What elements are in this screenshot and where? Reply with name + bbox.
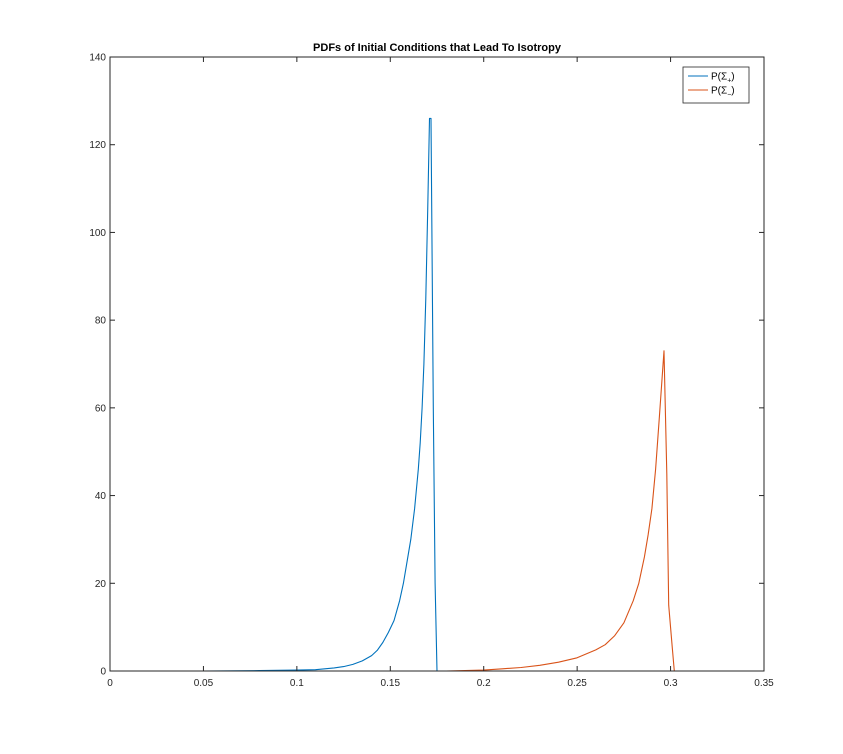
chart-title: PDFs of Initial Conditions that Lead To … xyxy=(313,42,562,54)
y-tick-label: 100 xyxy=(89,228,106,239)
series-layer xyxy=(128,117,675,672)
y-tick-label: 20 xyxy=(95,579,107,590)
y-tick-label: 120 xyxy=(89,140,106,151)
legend-label-1: P(Σ+) xyxy=(711,72,735,85)
y-tick-label: 40 xyxy=(95,491,107,502)
series-line-2 xyxy=(128,350,675,672)
x-tick-label: 0.1 xyxy=(290,678,304,689)
y-tick-label: 0 xyxy=(100,667,106,678)
x-tick-label: 0.05 xyxy=(194,678,214,689)
y-tick-label: 60 xyxy=(95,403,107,414)
x-tick-label: 0 xyxy=(107,678,113,689)
series-line-1 xyxy=(128,117,438,672)
x-tick-label: 0.15 xyxy=(381,678,401,689)
y-tick-label: 140 xyxy=(89,53,106,64)
y-tick-label: 80 xyxy=(95,316,107,327)
y-axis: 0 20 40 60 80 100 120 140 xyxy=(89,53,764,678)
legend-label-2: P(Σ−) xyxy=(711,86,735,99)
legend: P(Σ+)P(Σ−) xyxy=(682,66,750,104)
x-tick-label: 0.35 xyxy=(754,678,774,689)
plot-area-frame xyxy=(109,56,765,672)
x-axis: 0 0.05 0.1 0.15 0.2 0.25 0.3 0.35 xyxy=(107,57,774,689)
legend-box xyxy=(682,66,750,104)
x-tick-label: 0.25 xyxy=(567,678,587,689)
x-tick-label: 0.3 xyxy=(664,678,678,689)
x-tick-label: 0.2 xyxy=(477,678,491,689)
